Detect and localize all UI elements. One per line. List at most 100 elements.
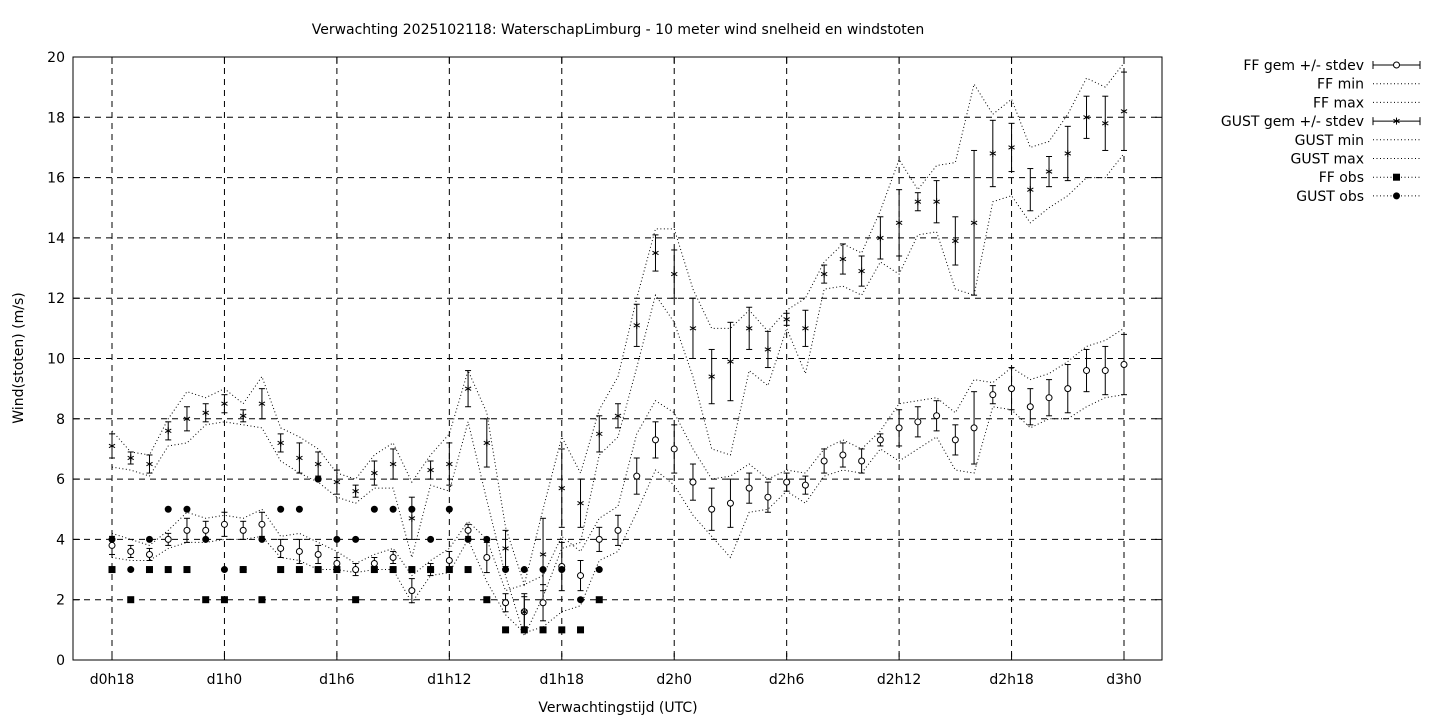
ff-mean-point: [295, 547, 303, 555]
gust-mean-point: [408, 514, 416, 522]
y-tick-label: 18: [47, 110, 65, 126]
gust-mean-point: [858, 267, 865, 275]
gust-obs-point: [127, 566, 135, 574]
gust-obs-point: [464, 535, 472, 543]
ff-obs-point: [427, 566, 435, 574]
ff-mean-point: [108, 541, 116, 549]
gust-obs-point: [183, 505, 191, 513]
ff-obs-point: [295, 566, 303, 574]
ff-mean-point: [202, 526, 210, 534]
ff-obs-point: [145, 566, 153, 574]
y-axis-label: Wind(stoten) (m/s): [11, 292, 27, 423]
gust-mean-point: [952, 237, 959, 245]
gust-mean-point: [371, 469, 378, 477]
ff-obs-point: [220, 596, 228, 604]
ff-mean-point: [1026, 403, 1034, 411]
y-tick-label: 10: [47, 352, 65, 368]
ff-mean-point: [651, 436, 659, 444]
ff-max-line: [111, 327, 1125, 592]
gust-mean-point: [314, 460, 322, 468]
ff-mean-point: [951, 436, 959, 444]
gust-mean-point: [839, 255, 847, 263]
ff-mean-point: [1008, 385, 1016, 393]
ff-mean-point: [314, 550, 322, 558]
ff-mean-point: [445, 557, 453, 565]
legend-swatch-marker: [1393, 173, 1400, 181]
gust-max-line: [111, 62, 1125, 587]
legend-label: FF obs: [1319, 170, 1364, 186]
ff-mean-point: [164, 535, 172, 543]
ff-mean-point: [333, 560, 341, 568]
ff-mean-point: [1101, 367, 1109, 375]
ff-mean-point: [352, 566, 360, 574]
gust-obs-legend: GUST obs: [1296, 189, 1420, 205]
gust-obs-point: [277, 505, 285, 513]
gust-obs-point: [445, 505, 453, 513]
gust-mean-point: [970, 219, 978, 227]
ff-obs-point: [502, 626, 510, 634]
gust-obs-point: [427, 535, 435, 543]
legend-swatch-marker: [1393, 61, 1400, 69]
gust-min-legend: GUST min: [1295, 133, 1420, 149]
ff-mean-point: [745, 484, 753, 492]
gust-obs-point: [483, 535, 491, 543]
gust-mean-point: [464, 385, 472, 393]
ff-mean-point: [239, 526, 247, 534]
gust-mean-point: [333, 478, 341, 486]
ff-mean-point: [1120, 361, 1128, 369]
gust-obs-point: [333, 535, 341, 543]
y-tick-label: 16: [47, 171, 65, 187]
gust-mean-point: [877, 234, 884, 242]
ff-obs-point: [258, 596, 266, 604]
gust-mean-point: [689, 324, 697, 332]
gust-obs-point: [577, 596, 585, 604]
ff-obs-point: [408, 566, 416, 574]
y-tick-label: 2: [56, 593, 65, 609]
ff-mean-point: [408, 587, 416, 595]
gust-mean-point: [296, 454, 303, 462]
gust-mean-point: [539, 550, 547, 558]
ff-mean-point: [1064, 385, 1072, 393]
gust-obs-point: [220, 566, 228, 574]
gust-obs-point: [352, 535, 360, 543]
x-tick-label: d2h6: [769, 672, 805, 688]
ff-obs-point: [164, 566, 172, 574]
gust-mean-point: [820, 270, 828, 278]
gust-obs-point: [108, 535, 116, 543]
ff-mean-point: [370, 560, 378, 568]
gust-obs-point: [202, 535, 210, 543]
ff-mean-point: [933, 412, 941, 420]
ff-mean-point: [183, 526, 191, 534]
ff-mean-point: [726, 499, 734, 507]
ff-obs-point: [558, 626, 566, 634]
ff-obs-point: [277, 566, 285, 574]
y-tick-label: 14: [47, 231, 65, 247]
gust-obs-point: [314, 475, 322, 483]
chart-title: Verwachting 2025102118: WaterschapLimbur…: [312, 22, 925, 38]
ff-mean-point: [577, 572, 585, 580]
gust-mean-point: [652, 249, 659, 257]
gust-obs-point: [258, 535, 266, 543]
ff-mean-point: [145, 550, 153, 558]
gust-mean-point: [708, 373, 715, 381]
ff-obs-point: [445, 566, 453, 574]
ff-mean-point: [801, 481, 809, 489]
series-layer: [108, 62, 1128, 638]
ff-mean-point: [783, 478, 791, 486]
ff-mean-point: [502, 599, 510, 607]
gust-mean-point: [502, 544, 509, 552]
ff-mean-point: [258, 520, 266, 528]
legend-label: GUST max: [1291, 152, 1365, 168]
legend-swatch-marker: [1393, 117, 1400, 125]
ff-mean-point: [820, 457, 828, 465]
y-tick-label: 12: [47, 291, 65, 307]
ff-mean-point: [127, 547, 135, 555]
gust-mean-point: [727, 358, 734, 366]
ff-max-legend: FF max: [1313, 95, 1420, 111]
ff-obs-point: [483, 596, 491, 604]
ff-obs-point: [520, 626, 528, 634]
gust-mean-point: [802, 324, 809, 332]
legend-label: GUST gem +/- stdev: [1221, 114, 1364, 130]
gust-mean-point: [108, 442, 116, 450]
gust-min-line: [111, 153, 1125, 638]
